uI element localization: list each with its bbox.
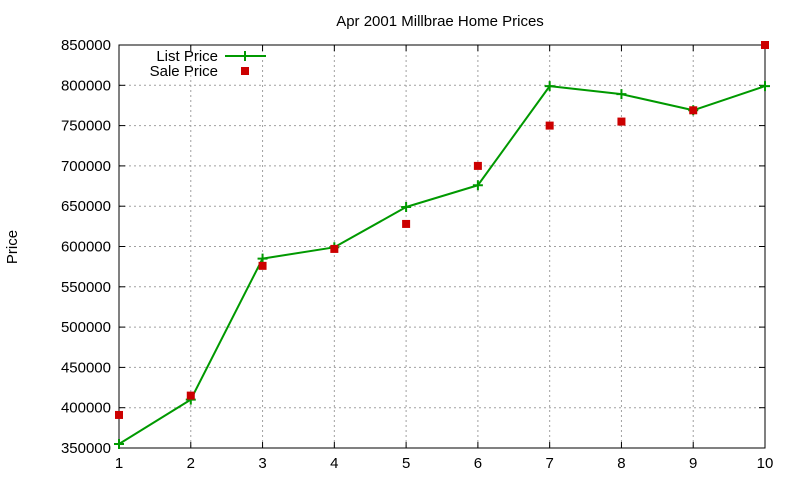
plot-border <box>118 44 766 449</box>
sale-price-point <box>473 161 482 170</box>
x-tick-label: 4 <box>330 455 338 472</box>
sale-price-point <box>689 106 698 115</box>
axes: 350000 400000 450000 500000 550000 600000 6500… <box>61 37 773 472</box>
x-tick-label: 9 <box>689 455 697 472</box>
y-tick-label: 450000 <box>61 359 111 376</box>
y-tick-label: 750000 <box>61 118 111 135</box>
x-tick-label: 2 <box>187 455 195 472</box>
y-tick-label: 500000 <box>61 319 111 336</box>
legend-marker-list-price <box>240 51 250 61</box>
x-tick-label: 5 <box>402 455 410 472</box>
sale-price-point <box>115 410 123 419</box>
legend-label-sale-price: Sale Price <box>150 63 218 80</box>
x-tick-label: 3 <box>258 455 266 472</box>
x-tick-label: 1 <box>115 455 123 472</box>
grid-lines <box>119 45 765 448</box>
y-axis-title: Price <box>4 230 21 264</box>
legend: List Price Sale Price <box>150 48 266 80</box>
sale-price-point <box>258 261 267 270</box>
x-tick-label: 6 <box>474 455 482 472</box>
list-price-point <box>472 180 483 191</box>
y-tick-label: 400000 <box>61 400 111 417</box>
x-tick-label: 7 <box>545 455 553 472</box>
list-price-point <box>760 81 770 92</box>
list-price-point <box>616 89 627 100</box>
sale-price-point <box>330 244 339 253</box>
data-series <box>114 41 770 449</box>
sale-price-point <box>617 117 626 126</box>
list-price-point <box>401 202 412 213</box>
legend-marker-sale-price <box>241 67 249 75</box>
y-tick-label: 650000 <box>61 198 111 215</box>
x-tick-label: 8 <box>617 455 625 472</box>
legend-label-list-price: List Price <box>156 48 218 65</box>
x-tick-label: 10 <box>757 455 774 472</box>
sale-price-point <box>402 219 411 228</box>
y-tick-label: 850000 <box>61 37 111 54</box>
y-tick-label: 800000 <box>61 77 111 94</box>
chart-title: Apr 2001 Millbrae Home Prices <box>336 13 544 30</box>
series-line-list-price <box>118 85 766 445</box>
y-tick-label: 350000 <box>61 440 111 457</box>
y-tick-label: 600000 <box>61 239 111 256</box>
sale-price-point <box>761 41 769 49</box>
list-price-point <box>114 438 124 449</box>
sale-price-point <box>545 121 554 130</box>
list-price-point <box>544 81 555 92</box>
sale-price-point <box>186 391 195 400</box>
y-tick-label: 550000 <box>61 279 111 296</box>
y-tick-label: 700000 <box>61 158 111 175</box>
